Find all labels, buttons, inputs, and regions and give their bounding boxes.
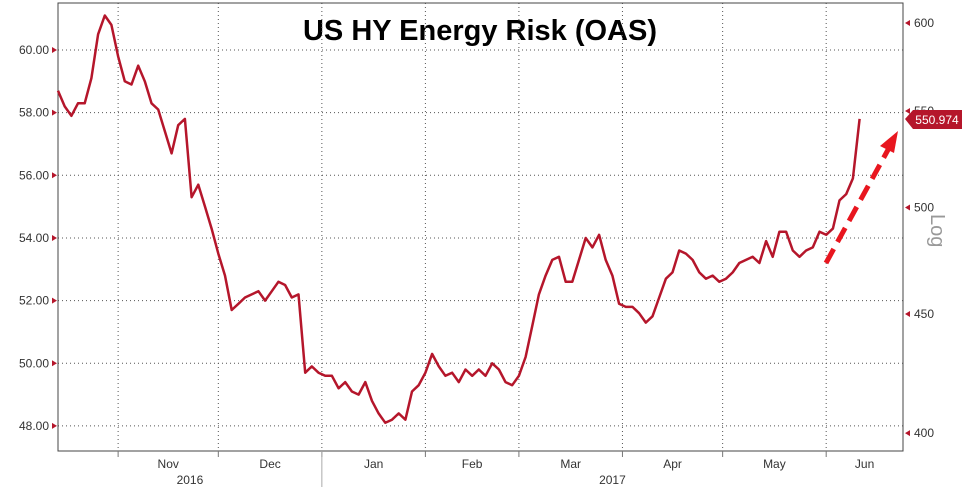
right-tick-marker	[905, 204, 910, 211]
chart-title: US HY Energy Risk (OAS)	[303, 15, 657, 47]
x-tick-label: Jun	[855, 457, 874, 471]
last-value-badge: 550.974	[905, 110, 962, 129]
x-tick-label: Jan	[364, 457, 383, 471]
grid-y	[58, 49, 903, 427]
left-tick-label: 50.00	[19, 356, 49, 370]
left-tick-marker	[52, 172, 57, 179]
left-tick-marker	[52, 109, 57, 116]
right-tick-marker	[905, 430, 910, 437]
x-year-label: 2017	[599, 473, 626, 487]
right-tick-label: 600	[914, 16, 934, 30]
trend-arrow-head	[880, 131, 898, 153]
x-tick-label: Dec	[259, 457, 280, 471]
grid-x	[117, 3, 827, 451]
left-tick-label: 54.00	[19, 231, 49, 245]
trend-arrow	[823, 131, 898, 265]
x-axis: Nov Dec Jan Feb Mar Apr May Jun 2016 2017	[117, 451, 874, 487]
left-tick-label: 58.00	[19, 106, 49, 120]
trend-arrow-shaft	[823, 146, 892, 265]
x-tick-label: Mar	[560, 457, 581, 471]
left-tick-marker	[52, 46, 57, 53]
x-tick-label: Nov	[158, 457, 179, 471]
left-tick-marker	[52, 422, 57, 429]
left-tick-label: 60.00	[19, 43, 49, 57]
right-axis-scale-label: Log	[926, 214, 948, 247]
right-tick-marker	[905, 20, 910, 27]
left-tick-marker	[52, 234, 57, 241]
right-tick-label: 400	[914, 426, 934, 440]
right-tick-marker	[905, 311, 910, 318]
left-tick-label: 48.00	[19, 419, 49, 433]
last-value-badge-bg	[905, 110, 962, 129]
left-axis: 48.00 50.00 52.00 54.00 56.00 58.00 60.00	[19, 43, 57, 433]
left-tick-marker	[52, 360, 57, 367]
right-tick-label: 500	[914, 200, 934, 214]
x-tick-label: Feb	[462, 457, 483, 471]
series-line	[56, 14, 861, 425]
left-tick-label: 56.00	[19, 168, 49, 182]
x-year-label: 2016	[177, 473, 204, 487]
x-tick-label: Apr	[663, 457, 682, 471]
left-tick-label: 52.00	[19, 294, 49, 308]
plot-frame	[57, 2, 904, 452]
x-tick-label: May	[763, 457, 786, 471]
left-tick-marker	[52, 297, 57, 304]
right-tick-label: 450	[914, 307, 934, 321]
right-tick-marker	[905, 108, 910, 115]
last-value-label: 550.974	[915, 113, 959, 127]
